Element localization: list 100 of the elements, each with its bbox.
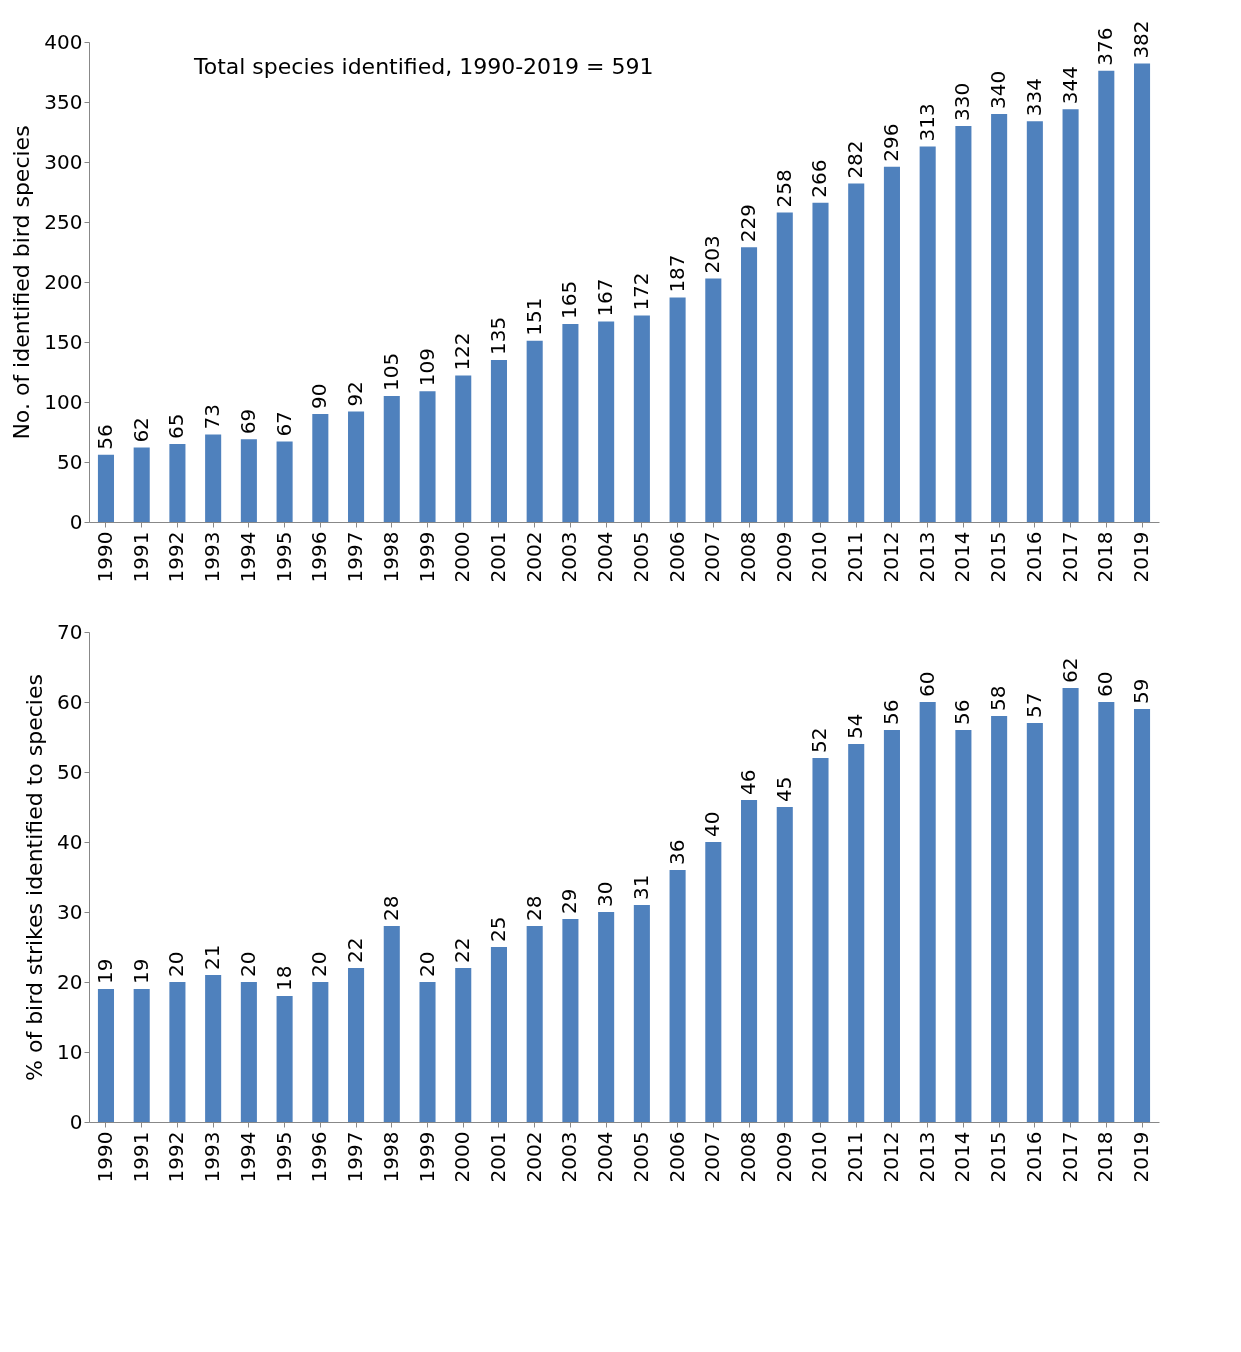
bar [240,982,257,1122]
x-tick-label: 2011 [843,1131,868,1183]
data-label: 165 [557,280,582,319]
bar [848,183,865,522]
bar [919,702,936,1122]
x-tick-label: 1996 [307,1131,332,1183]
x-tick-label: 2001 [485,1131,510,1183]
data-label: 22 [450,937,475,963]
x-tick-label: 2008 [736,1131,761,1183]
bar [455,375,472,522]
data-label: 56 [950,699,975,725]
x-tick-label: 1992 [164,1131,189,1183]
bar [991,716,1008,1122]
bar [633,315,650,522]
data-label: 109 [414,348,439,387]
x-tick-label: 2002 [521,531,546,583]
data-label: 54 [843,713,868,739]
x-tick-label: 2004 [593,1131,618,1183]
x-tick-label: 2016 [1021,531,1046,583]
data-label: 20 [307,951,332,977]
x-tick-label: 2013 [914,531,939,583]
x-tick-label: 1995 [271,1131,296,1183]
data-label: 45 [771,776,796,802]
x-tick-label: 1998 [378,531,403,583]
bar [169,444,186,522]
y-tick-label: 10 [57,1039,83,1064]
y-tick-label: 30 [57,899,83,924]
x-tick-label: 2002 [521,1131,546,1183]
data-label: 67 [271,411,296,437]
data-label: 65 [164,413,189,439]
y-axis-title: No. of identified bird species [9,125,35,440]
bar [383,396,400,522]
x-tick-label: 2005 [628,531,653,583]
bar [1098,702,1115,1122]
y-tick-label: 0 [69,509,83,534]
x-tick-label: 2004 [593,531,618,583]
data-label: 340 [986,70,1011,109]
bar [883,166,900,522]
bar [955,730,972,1122]
bar [955,126,972,522]
bar [741,247,758,522]
data-label: 36 [664,839,689,865]
x-tick-label: 1995 [271,531,296,583]
x-tick-label: 1990 [92,1131,117,1183]
x-tick-label: 2015 [986,1131,1011,1183]
data-label: 28 [378,895,403,921]
data-label: 296 [878,123,903,162]
x-tick-label: 2007 [700,1131,725,1183]
y-tick-label: 300 [44,149,83,174]
x-tick-label: 2016 [1021,1131,1046,1183]
data-label: 122 [450,332,475,371]
data-label: 30 [593,881,618,907]
x-tick-label: 2009 [771,531,796,583]
data-label: 167 [593,278,618,317]
x-tick-label: 2000 [450,1131,475,1183]
x-tick-label: 2019 [1129,531,1154,583]
x-tick-label: 2012 [878,1131,903,1183]
bar [1098,70,1115,522]
x-tick-label: 1997 [343,1131,368,1183]
y-tick-label: 100 [44,389,83,414]
data-label: 57 [1021,692,1046,718]
data-label: 21 [200,944,225,970]
bar [419,391,436,522]
bar [348,968,365,1122]
bar [669,297,686,522]
x-tick-label: 1993 [200,1131,225,1183]
bar [883,730,900,1122]
x-tick-label: 2018 [1093,531,1118,583]
data-label: 69 [235,408,260,435]
x-tick-label: 1994 [235,1131,260,1183]
x-tick-label: 1996 [307,531,332,583]
bar [312,982,329,1122]
bar [1026,121,1043,522]
bar [490,360,507,522]
data-label: 46 [736,769,761,795]
y-tick-label: 60 [57,689,83,714]
data-label: 62 [128,417,153,443]
bar [276,441,293,522]
x-tick-label: 2013 [914,1131,939,1183]
bar [276,996,293,1122]
x-tick-label: 2011 [843,531,868,583]
bar [598,912,615,1122]
data-label: 59 [1129,678,1154,704]
x-tick-label: 1990 [92,531,117,583]
x-tick-label: 2003 [557,531,582,583]
bar [1062,109,1079,522]
bar [348,411,365,522]
data-label: 187 [664,254,689,293]
x-tick-label: 2017 [1057,1131,1082,1183]
bar [669,870,686,1122]
data-label: 172 [628,272,653,311]
data-label: 73 [200,403,225,430]
y-tick-label: 350 [44,89,83,114]
data-label: 20 [164,951,189,977]
y-tick-label: 250 [44,209,83,234]
x-tick-label: 2015 [986,531,1011,583]
x-tick-label: 2007 [700,531,725,583]
bar [1133,709,1151,1122]
data-label: 56 [878,699,903,725]
data-label: 60 [1093,671,1118,697]
